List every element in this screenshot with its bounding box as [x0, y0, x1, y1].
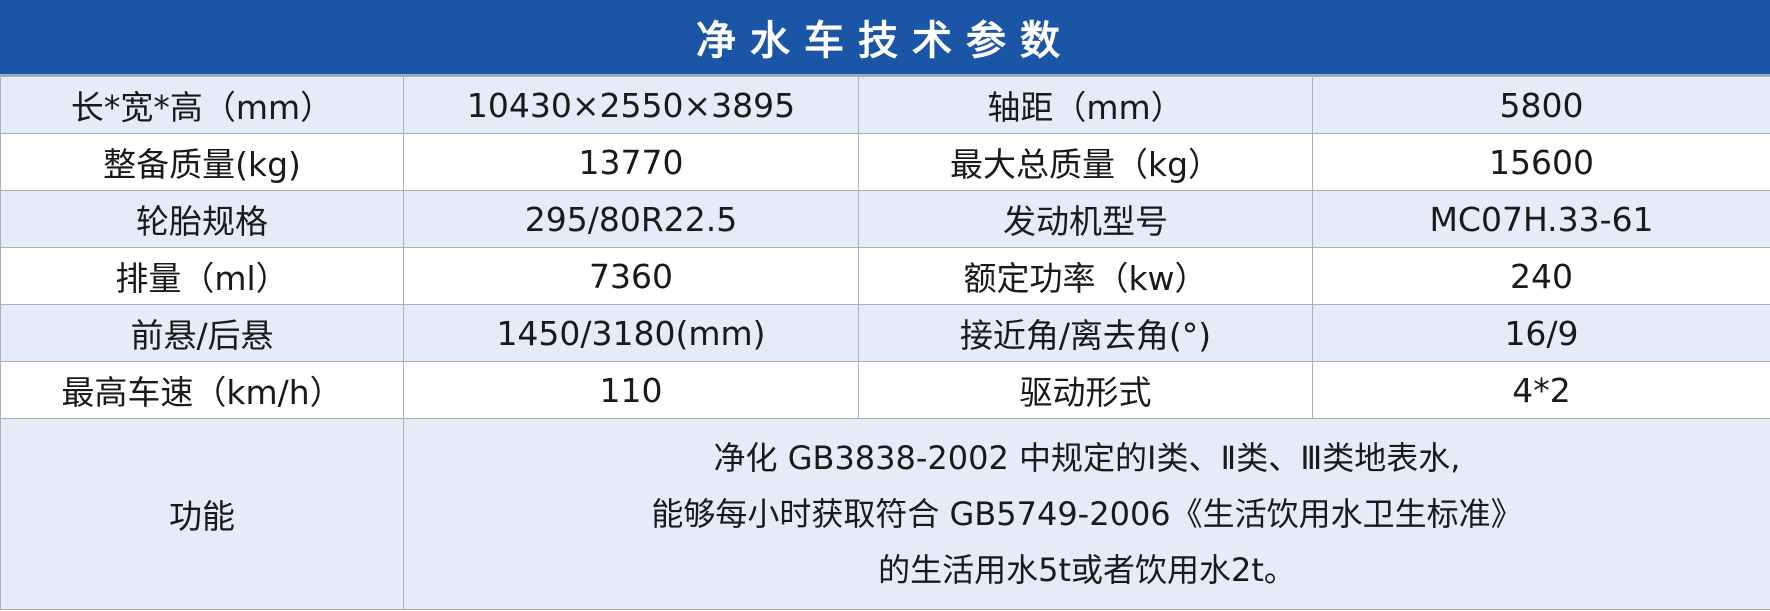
param-value: 13770 — [403, 133, 859, 191]
param-label: 最大总质量（kg） — [858, 133, 1313, 191]
param-label: 发动机型号 — [858, 190, 1313, 248]
param-label: 接近角/离去角(°) — [858, 304, 1313, 362]
function-description: 净化 GB3838-2002 中规定的Ⅰ类、Ⅱ类、Ⅲ类地表水, 能够每小时获取符… — [403, 418, 1770, 610]
param-value: 295/80R22.5 — [403, 190, 859, 248]
param-value: 110 — [403, 361, 859, 419]
param-value: 5800 — [1312, 76, 1770, 134]
table-row: 排量（ml） 7360 额定功率（kw） 240 — [0, 247, 1770, 305]
param-value: 240 — [1312, 247, 1770, 305]
table-row: 轮胎规格 295/80R22.5 发动机型号 MC07H.33-61 — [0, 190, 1770, 248]
param-label: 额定功率（kw） — [858, 247, 1313, 305]
param-label: 驱动形式 — [858, 361, 1313, 419]
param-label: 整备质量(kg) — [0, 133, 404, 191]
param-label: 排量（ml） — [0, 247, 404, 305]
param-value: MC07H.33-61 — [1312, 190, 1770, 248]
param-value: 7360 — [403, 247, 859, 305]
param-label: 长*宽*高（mm） — [0, 76, 404, 134]
spec-table: 长*宽*高（mm） 10430×2550×3895 轴距（mm） 5800 整备质量(k… — [0, 76, 1770, 610]
function-row: 功能 净化 GB3838-2002 中规定的Ⅰ类、Ⅱ类、Ⅲ类地表水, 能够每小时… — [0, 418, 1770, 610]
table-row: 最高车速（km/h） 110 驱动形式 4*2 — [0, 361, 1770, 419]
function-line: 能够每小时获取符合 GB5749-2006《生活饮用水卫生标准》 — [651, 495, 1523, 533]
param-value: 16/9 — [1312, 304, 1770, 362]
function-label: 功能 — [0, 418, 404, 610]
table-row: 整备质量(kg) 13770 最大总质量（kg） 15600 — [0, 133, 1770, 191]
param-value: 4*2 — [1312, 361, 1770, 419]
param-label: 前悬/后悬 — [0, 304, 404, 362]
table-row: 前悬/后悬 1450/3180(mm) 接近角/离去角(°) 16/9 — [0, 304, 1770, 362]
function-line: 净化 GB3838-2002 中规定的Ⅰ类、Ⅱ类、Ⅲ类地表水, — [713, 439, 1461, 477]
param-value: 10430×2550×3895 — [403, 76, 859, 134]
param-value: 1450/3180(mm) — [403, 304, 859, 362]
param-label: 轮胎规格 — [0, 190, 404, 248]
function-line: 的生活用水5t或者饮用水2t。 — [878, 551, 1296, 589]
table-title: 净水车技术参数 — [0, 0, 1770, 76]
param-value: 15600 — [1312, 133, 1770, 191]
param-label: 轴距（mm） — [858, 76, 1313, 134]
param-label: 最高车速（km/h） — [0, 361, 404, 419]
table-row: 长*宽*高（mm） 10430×2550×3895 轴距（mm） 5800 — [0, 76, 1770, 134]
